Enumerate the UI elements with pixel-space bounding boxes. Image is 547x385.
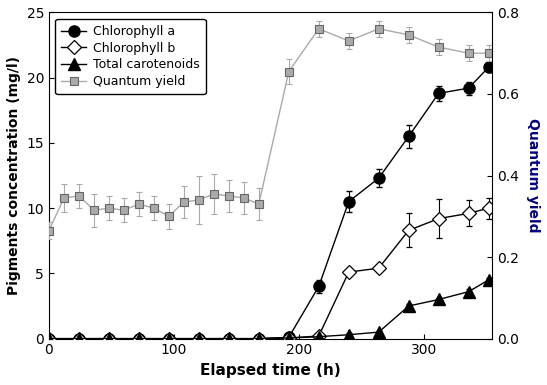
Legend: Chlorophyll a, Chlorophyll b, Total carotenoids, Quantum yield: Chlorophyll a, Chlorophyll b, Total caro… [55,19,206,94]
X-axis label: Elapsed time (h): Elapsed time (h) [200,363,341,378]
Y-axis label: Quantum yield: Quantum yield [526,118,540,233]
Y-axis label: Pigments concentration (mg/l): Pigments concentration (mg/l) [7,56,21,295]
